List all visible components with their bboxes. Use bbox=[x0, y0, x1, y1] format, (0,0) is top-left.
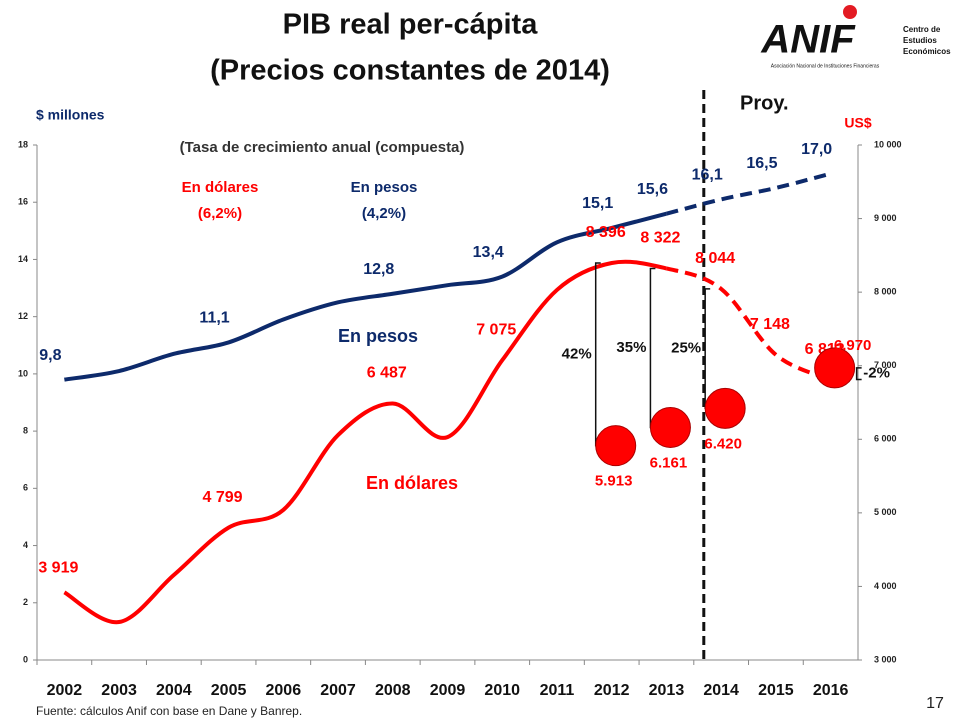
gap-label: 42% bbox=[562, 345, 592, 362]
data-label: 13,4 bbox=[473, 244, 504, 261]
scenario-label: 6.161 bbox=[650, 454, 688, 471]
series-line bbox=[64, 211, 667, 382]
data-label: 4 799 bbox=[203, 489, 243, 506]
y-tick-label: 10 bbox=[18, 368, 28, 378]
x-tick-label: 2014 bbox=[703, 682, 739, 699]
source: Fuente: cálculos Anif con base en Dane y… bbox=[36, 704, 302, 718]
x-tick-label: 2011 bbox=[540, 682, 575, 699]
growth-note: (4,2%) bbox=[362, 205, 406, 222]
x-tick-label: 2008 bbox=[375, 682, 411, 699]
y-tick-label: 8 bbox=[23, 425, 28, 435]
x-tick-label: 2010 bbox=[484, 682, 520, 699]
scenario-point bbox=[595, 425, 637, 467]
gap-bracket bbox=[594, 262, 601, 447]
x-tick-label: 2004 bbox=[156, 682, 192, 699]
data-label: 16,1 bbox=[692, 167, 723, 184]
y-tick-label: 14 bbox=[18, 254, 28, 264]
x-tick-label: 2016 bbox=[813, 682, 849, 699]
scenario-point bbox=[814, 347, 856, 389]
growth-note: (6,2%) bbox=[198, 205, 242, 222]
series-name: En dólares bbox=[366, 473, 458, 493]
y2-tick-label: 3 000 bbox=[874, 654, 897, 664]
data-label: 8 322 bbox=[640, 230, 680, 247]
x-tick-label: 2007 bbox=[320, 682, 356, 699]
gap-label: 35% bbox=[616, 339, 646, 356]
y2-tick-label: 10 000 bbox=[874, 139, 902, 149]
chart-title: PIB real per-cápita bbox=[283, 9, 539, 41]
data-label: 11,1 bbox=[199, 310, 229, 327]
data-label: 7 148 bbox=[750, 316, 790, 333]
y2-tick-label: 9 000 bbox=[874, 213, 897, 223]
scenario-point bbox=[704, 387, 746, 429]
logo-dot bbox=[843, 5, 857, 19]
chart-subtitle: (Precios constantes de 2014) bbox=[210, 55, 610, 87]
gap-bracket bbox=[649, 267, 656, 429]
data-label: 15,1 bbox=[582, 195, 613, 212]
y-tick-label: 0 bbox=[23, 654, 28, 664]
y2-tick-label: 5 000 bbox=[874, 507, 897, 517]
gap-label: 25% bbox=[671, 340, 701, 357]
scenario-label: 6.970 bbox=[834, 337, 872, 354]
series-line bbox=[63, 259, 667, 625]
x-tick-label: 2015 bbox=[758, 682, 794, 699]
scenario-point bbox=[649, 406, 691, 448]
gap-label: -2% bbox=[863, 365, 890, 382]
data-label: 9,8 bbox=[39, 347, 61, 364]
x-tick-label: 2013 bbox=[649, 682, 685, 699]
x-tick-label: 2009 bbox=[430, 682, 466, 699]
y-tick-label: 18 bbox=[18, 139, 28, 149]
y-tick-label: 2 bbox=[23, 597, 28, 607]
x-tick-label: 2005 bbox=[211, 682, 247, 699]
data-label: 3 919 bbox=[38, 560, 78, 577]
projection-line-series bbox=[665, 171, 832, 216]
y-tick-label: 16 bbox=[18, 197, 28, 207]
y2-tick-label: 6 000 bbox=[874, 434, 897, 444]
series-name: En pesos bbox=[338, 326, 418, 346]
growth-note: En dólares bbox=[182, 179, 259, 196]
logo-line: Centro de bbox=[903, 25, 941, 34]
projection-label: Proy. bbox=[740, 92, 789, 114]
data-label: 6 487 bbox=[367, 365, 407, 382]
logo: ANIF Centro de Estudios Económicos Asoci… bbox=[760, 5, 951, 69]
y-axis-label: $ millones bbox=[36, 107, 105, 123]
data-label: 17,0 bbox=[801, 141, 832, 158]
gap-bracket bbox=[855, 367, 862, 381]
scenario-label: 5.913 bbox=[595, 473, 633, 490]
logo-line: Estudios bbox=[903, 36, 937, 45]
logo-caption: Asociación Nacional de Instituciones Fin… bbox=[771, 63, 880, 69]
growth-note: En pesos bbox=[351, 179, 418, 196]
y-tick-label: 6 bbox=[23, 483, 28, 493]
data-label: 7 075 bbox=[476, 321, 516, 338]
y2-tick-label: 7 000 bbox=[874, 360, 897, 370]
y2-axis-label: US$ bbox=[844, 115, 871, 131]
data-label: 8 044 bbox=[695, 250, 735, 267]
projection-line-series bbox=[665, 266, 832, 382]
logo-line: Económicos bbox=[903, 47, 951, 56]
x-tick-label: 2003 bbox=[101, 682, 137, 699]
data-label: 8 396 bbox=[586, 224, 626, 241]
y2-tick-label: 8 000 bbox=[874, 287, 897, 297]
data-label: 15,6 bbox=[637, 181, 668, 198]
page-number: 17 bbox=[926, 695, 944, 712]
y2-tick-label: 4 000 bbox=[874, 581, 897, 591]
growth-title: (Tasa de crecimiento anual (compuesta) bbox=[180, 139, 465, 156]
scenario-label: 6.420 bbox=[704, 435, 742, 452]
logo-name: ANIF bbox=[760, 18, 856, 62]
y-tick-label: 4 bbox=[23, 540, 28, 550]
x-tick-label: 2006 bbox=[266, 682, 302, 699]
y-tick-label: 12 bbox=[18, 311, 28, 321]
data-label: 16,5 bbox=[746, 155, 777, 172]
x-tick-label: 2012 bbox=[594, 682, 630, 699]
data-label: 12,8 bbox=[363, 261, 394, 278]
x-tick-label: 2002 bbox=[47, 682, 83, 699]
gap-bracket bbox=[704, 288, 711, 410]
